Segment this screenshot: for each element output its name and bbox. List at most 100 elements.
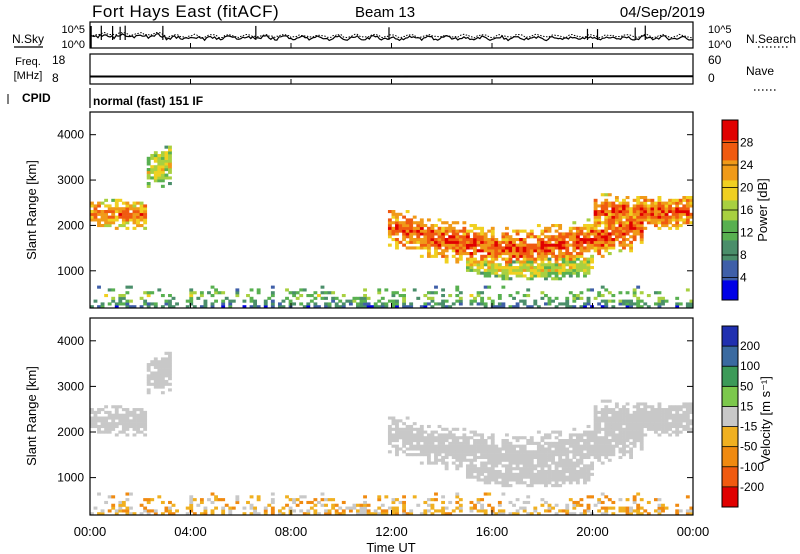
velocity-cell — [412, 436, 417, 440]
power-cell — [160, 294, 165, 298]
power-cell — [529, 254, 534, 258]
velocity-cell — [501, 444, 506, 448]
power-cell — [636, 201, 641, 205]
velocity-cell — [586, 455, 591, 460]
velocity-cell — [146, 374, 151, 378]
power-cell — [465, 229, 470, 233]
velocity-cell — [402, 512, 406, 516]
velocity-cell — [657, 405, 662, 409]
velocity-cell — [221, 506, 226, 510]
power-cell — [515, 243, 520, 247]
velocity-cell — [614, 410, 619, 414]
velocity-cell — [458, 461, 463, 465]
velocity-cell — [469, 453, 474, 457]
power-cell — [419, 240, 424, 244]
power-cell — [214, 288, 218, 292]
power-cell — [185, 305, 190, 309]
velocity-cell — [597, 444, 602, 448]
xaxis-label: Time UT — [366, 540, 415, 554]
velocity-cell — [561, 469, 566, 474]
power-cell — [146, 184, 151, 188]
power-cell — [675, 201, 680, 205]
velocity-cell — [249, 506, 254, 510]
power-cell — [207, 291, 211, 295]
velocity-cell — [661, 424, 665, 429]
power-cell — [636, 215, 641, 219]
power-cell — [544, 229, 548, 233]
power-cell — [533, 268, 538, 272]
power-cell — [270, 305, 275, 309]
velocity-cell — [111, 405, 116, 409]
velocity-cell — [611, 500, 616, 505]
power-cell — [423, 243, 428, 247]
power-cell — [632, 232, 637, 236]
power-cell — [668, 215, 673, 219]
power-cell — [505, 243, 509, 247]
power-cell — [501, 238, 506, 242]
power-cell — [529, 274, 534, 278]
power-cell — [483, 274, 488, 278]
power-cell — [136, 215, 140, 219]
power-cell — [483, 260, 488, 264]
velocity-cell — [689, 405, 694, 409]
power-cell — [533, 302, 538, 306]
velocity-cell — [639, 498, 644, 502]
power-cell — [643, 218, 648, 222]
velocity-cell — [114, 424, 119, 429]
power-cell — [547, 240, 552, 244]
power-cell — [579, 249, 584, 253]
power-cell — [604, 302, 609, 306]
power-cell — [359, 305, 364, 309]
velocity-colorbar-swatch — [722, 386, 738, 407]
velocity-cell — [175, 509, 179, 513]
power-cell — [554, 260, 559, 264]
velocity-cell — [139, 410, 144, 414]
velocity-cell — [629, 424, 633, 429]
velocity-cell — [636, 512, 641, 516]
power-cell — [607, 193, 612, 197]
velocity-cell — [430, 461, 435, 465]
velocity-cell — [402, 509, 406, 513]
velocity-cell — [515, 467, 520, 471]
power-cell — [136, 212, 140, 216]
power-cell — [614, 226, 619, 230]
power-cell — [359, 302, 364, 306]
power-cell — [199, 291, 204, 295]
power-cell — [661, 210, 665, 214]
power-cell — [639, 215, 644, 219]
power-cell — [583, 224, 587, 228]
velocity-cell — [437, 453, 442, 457]
power-cell — [547, 238, 552, 242]
velocity-cell — [547, 433, 552, 437]
power-cell — [441, 299, 446, 303]
velocity-cell — [118, 430, 123, 434]
power-cell — [465, 260, 470, 264]
power-cell — [512, 305, 516, 309]
velocity-cell — [473, 475, 477, 479]
velocity-cell — [497, 503, 502, 507]
power-cell — [267, 296, 272, 300]
power-cell — [476, 263, 481, 267]
velocity-cell — [508, 475, 513, 479]
velocity-cell — [593, 413, 598, 417]
power-cell — [661, 224, 665, 228]
velocity-cell — [185, 506, 190, 510]
velocity-cell — [416, 447, 421, 451]
power-cell — [547, 266, 552, 270]
velocity-cell — [579, 472, 584, 476]
velocity-cell — [121, 416, 126, 420]
power-cell — [675, 226, 680, 230]
power-cell — [462, 232, 467, 236]
velocity-cell — [597, 439, 602, 443]
velocity-cell — [444, 427, 449, 431]
power-cell — [476, 238, 481, 242]
velocity-cell — [430, 430, 435, 434]
power-cell — [462, 229, 467, 233]
velocity-cell — [565, 441, 570, 445]
power-cell — [324, 296, 328, 300]
velocity-cell — [639, 424, 644, 429]
velocity-cell — [267, 503, 272, 507]
power-cell — [547, 263, 552, 267]
power-ytick: 3000 — [57, 173, 84, 187]
